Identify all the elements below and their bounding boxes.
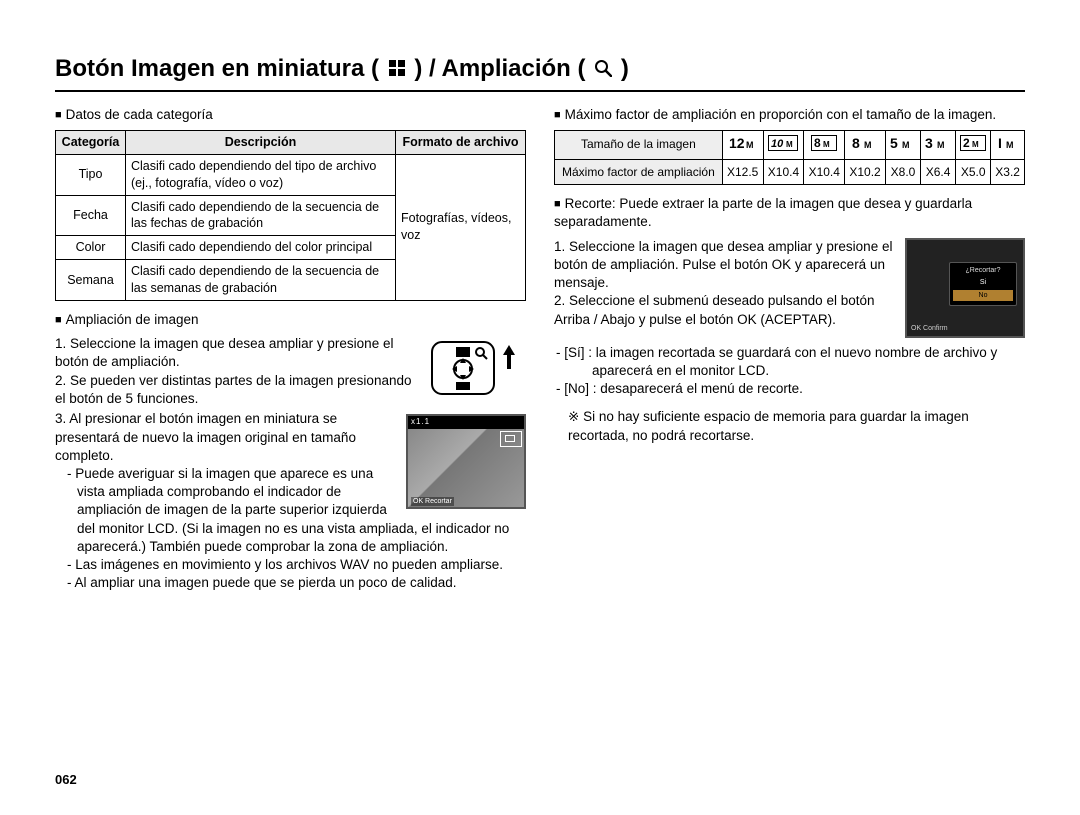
svg-text:M: M [1006,140,1014,150]
left-heading-2: ■Ampliación de imagen [55,311,526,329]
factor-5: X6.4 [921,160,956,185]
zoom-minimap [500,431,522,447]
size-1: 10M [763,130,804,159]
cat-tipo: Tipo [56,154,126,195]
cat-color: Color [56,236,126,260]
size-2: 8M [804,130,845,159]
svg-text:I: I [998,136,1002,150]
left-bullet-3: - Al ampliar una imagen puede que se pie… [55,574,526,592]
zoom-factor-table: Tamaño de la imagen 12M 10M 8M 8M 5M 3M … [554,130,1025,185]
factor-1: X10.4 [763,160,804,185]
factor-0: X12.5 [722,160,763,185]
size-4: 5M [885,130,920,159]
factor-3: X10.2 [845,160,886,185]
category-table: Categoría Descripción Formato de archivo… [55,130,526,301]
lcd-preview: x1.1 OK Recortar [406,414,526,509]
dialog-question: ¿Recortar? [953,266,1013,275]
svg-text:M: M [786,140,793,149]
svg-text:12: 12 [729,136,745,150]
svg-text:5: 5 [890,136,898,150]
svg-text:M: M [902,140,910,150]
zoom-indicator: x1.1 [408,416,524,429]
title-part3: ) [621,55,629,82]
svg-text:M: M [937,140,945,150]
dialog-si: Si [953,277,1013,288]
right-column: ■Máximo factor de ampliación en proporci… [554,106,1025,593]
th-format: Formato de archivo [396,130,526,154]
desc-fecha: Clasifi cado dependiendo de la secuencia… [126,195,396,236]
svg-text:M: M [823,140,830,149]
dialog-no: No [953,290,1013,301]
right-heading-1: ■Máximo factor de ampliación en proporci… [554,106,1025,124]
svg-text:M: M [864,140,872,150]
factor-4: X8.0 [885,160,920,185]
svg-text:8: 8 [814,136,821,150]
option-si: - [Sí] : la imagen recortada se guardará… [554,344,1025,380]
memory-note: ※ Si no hay suficiente espacio de memori… [554,408,1025,444]
title-part1: Botón Imagen en miniatura ( [55,55,379,82]
row-size-label: Tamaño de la imagen [555,130,723,159]
svg-text:10: 10 [771,138,784,150]
size-6: 2M [956,130,991,159]
svg-text:M: M [746,140,754,150]
svg-text:M: M [972,140,979,149]
option-no: - [No] : desaparecerá el menú de recorte… [554,380,1025,398]
size-7: IM [991,130,1025,159]
five-way-button-diagram [431,337,526,404]
factor-7: X3.2 [991,160,1025,185]
left-bullet-2: - Las imágenes en movimiento y los archi… [55,556,526,574]
desc-color: Clasifi cado dependiendo del color princ… [126,236,396,260]
page-title: Botón Imagen en miniatura ( ) / Ampliaci… [55,55,1025,92]
svg-text:3: 3 [925,136,933,150]
format-cell: Fotografías, vídeos, voz [396,154,526,300]
thumbnail-icon [388,56,406,84]
size-0: 12M [722,130,763,159]
desc-semana: Clasifi cado dependiendo de la secuencia… [126,260,396,301]
size-3: 8M [845,130,886,159]
confirm-preview: ¿Recortar? Si No OK Confirm [905,238,1025,338]
desc-tipo: Clasifi cado dependiendo del tipo de arc… [126,154,396,195]
crop-dialog: ¿Recortar? Si No [949,262,1017,306]
magnify-icon [594,56,612,84]
title-part2: ) / Ampliación ( [414,55,585,82]
factor-2: X10.4 [804,160,845,185]
lcd-caption: OK Recortar [411,497,454,506]
row-factor-label: Máximo factor de ampliación [555,160,723,185]
factor-6: X5.0 [956,160,991,185]
svg-text:2: 2 [963,136,970,150]
cat-semana: Semana [56,260,126,301]
th-category: Categoría [56,130,126,154]
left-heading-1: ■Datos de cada categoría [55,106,526,124]
left-column: ■Datos de cada categoría Categoría Descr… [55,106,526,593]
svg-text:8: 8 [852,136,860,150]
page-number: 062 [55,772,77,787]
dialog-footer: OK Confirm [911,324,948,333]
right-heading-2: ■Recorte: Puede extraer la parte de la i… [554,195,1025,231]
size-5: 3M [921,130,956,159]
cat-fecha: Fecha [56,195,126,236]
th-description: Descripción [126,130,396,154]
